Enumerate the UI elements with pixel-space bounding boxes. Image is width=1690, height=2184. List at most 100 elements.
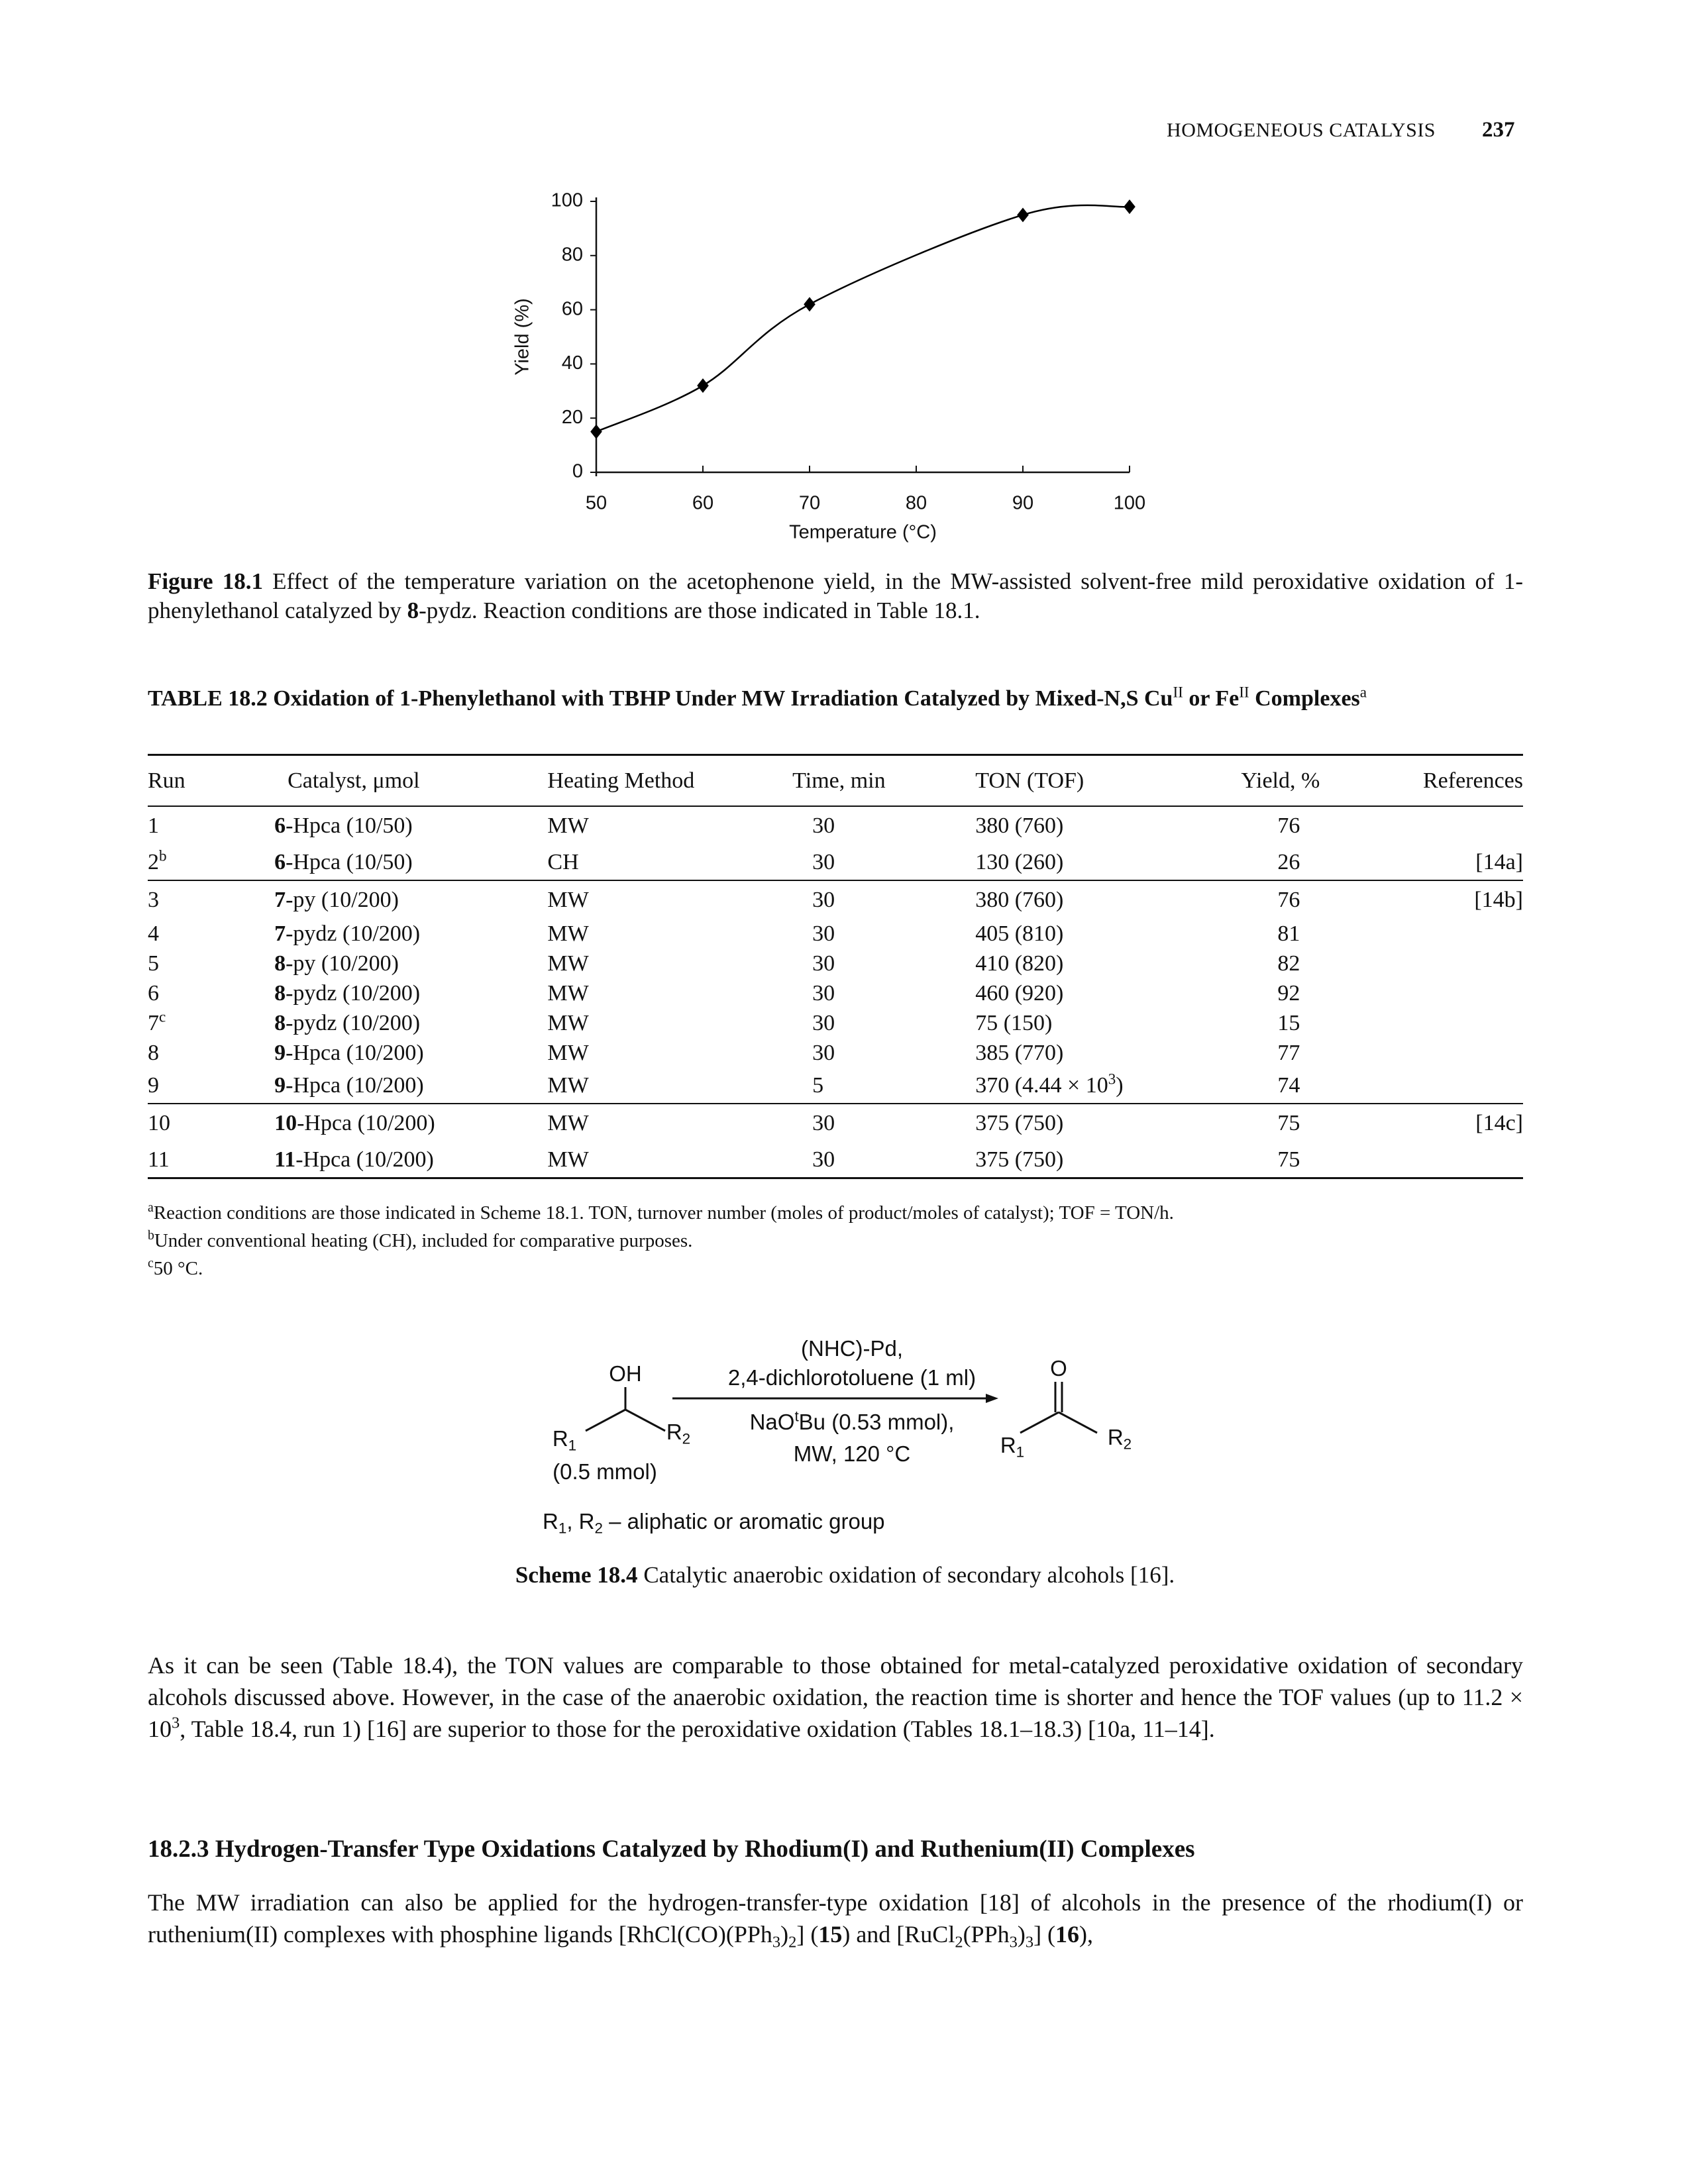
table-cell: 9 bbox=[148, 1072, 159, 1098]
product-r1: R1 bbox=[1000, 1433, 1024, 1459]
bond bbox=[1058, 1411, 1098, 1434]
reference-cell: [14a] bbox=[1475, 849, 1523, 874]
header-cell: References bbox=[1422, 768, 1523, 793]
text-run: 11 bbox=[274, 1147, 296, 1172]
text-run: 8 bbox=[407, 598, 419, 623]
text-run: -Hpca (10/200) bbox=[286, 1040, 424, 1065]
text-run: 370 (4.44 × 10 bbox=[975, 1072, 1108, 1098]
text-run bbox=[268, 686, 274, 711]
text-run: Figure 18.1 bbox=[148, 568, 263, 594]
table-cell: 8-py (10/200) bbox=[274, 949, 547, 978]
reference-cell bbox=[1392, 1142, 1523, 1178]
table-cell: 2b bbox=[148, 845, 274, 880]
text-run: b bbox=[159, 847, 167, 864]
text-run: R bbox=[543, 1509, 558, 1534]
table-cell: 130 (260) bbox=[975, 849, 1064, 874]
text-run: -Hpca (10/200) bbox=[295, 1147, 434, 1172]
reference-cell: [14c] bbox=[1475, 1110, 1523, 1135]
table-cell: 5 bbox=[148, 951, 159, 976]
table-cell: 30 bbox=[812, 813, 835, 838]
table-cell: 30 bbox=[812, 1040, 835, 1065]
reference-cell bbox=[1392, 949, 1523, 978]
table-cell: MW bbox=[547, 1072, 589, 1098]
text-run: 9 bbox=[274, 1040, 286, 1065]
reactant-r1: R1 bbox=[553, 1426, 576, 1453]
table-cell: 75 (150) bbox=[975, 1010, 1053, 1035]
x-tick-label: 100 bbox=[1114, 493, 1145, 514]
table-cell: 30 bbox=[812, 980, 835, 1006]
table-cell: MW bbox=[547, 813, 589, 838]
y-tick-label: 60 bbox=[562, 298, 583, 319]
table-cell: 370 (4.44 × 103) bbox=[975, 1068, 1241, 1104]
table-cell: 76 bbox=[1277, 813, 1300, 838]
table-cell: 30 bbox=[812, 887, 835, 912]
chart: 0 20 40 60 80 100 50 60 70 80 90 100 Temperature (°C… bbox=[512, 190, 1146, 543]
table-cell: 15 bbox=[1277, 1010, 1300, 1035]
y-tick-label: 20 bbox=[562, 407, 583, 428]
section-heading: 18.2.3 Hydrogen-Transfer Type Oxidations… bbox=[148, 1836, 1195, 1863]
x-tick-label: 90 bbox=[1012, 493, 1033, 514]
table-row: 3 7-py (10/200) MW 30 380 (760) 76 [14b] bbox=[148, 880, 1523, 919]
text-run: ) bbox=[780, 1921, 789, 1948]
arrow-head bbox=[986, 1394, 998, 1403]
text-run: Bu (0.53 mmol), bbox=[798, 1410, 955, 1434]
y-tick-label: 40 bbox=[562, 352, 583, 374]
table-cell: 82 bbox=[1277, 951, 1300, 976]
text-run: Complexes bbox=[1249, 686, 1360, 711]
reactant-oh: OH bbox=[609, 1361, 642, 1386]
table-cell: 405 (810) bbox=[975, 921, 1064, 946]
header-cell: Catalyst, μmol bbox=[288, 768, 420, 793]
text-run: ) bbox=[1017, 1921, 1026, 1948]
text-run: (PPh bbox=[963, 1921, 1010, 1948]
header-cell: Heating Method bbox=[547, 768, 695, 793]
text-run: NaO bbox=[749, 1410, 795, 1434]
text-run: TABLE 18.2 bbox=[148, 686, 268, 711]
text-run: ) bbox=[1116, 1072, 1124, 1098]
table-cell: MW bbox=[547, 1147, 589, 1172]
y-tick-label: 100 bbox=[551, 190, 583, 211]
text-run: Oxidation of 1-Phenylethanol with TBHP U… bbox=[273, 686, 1173, 711]
text-run: ] ( bbox=[1033, 1921, 1056, 1948]
text-run: c bbox=[148, 1256, 154, 1271]
table-cell: 74 bbox=[1277, 1072, 1300, 1098]
text-run: Catalytic anaerobic oxidation of seconda… bbox=[637, 1562, 1175, 1588]
text-run: -pydz (10/200) bbox=[286, 1010, 421, 1035]
table-cell: MW bbox=[547, 887, 589, 912]
y-tick-label: 0 bbox=[572, 461, 583, 482]
text-run: Scheme 18.4 bbox=[515, 1562, 638, 1588]
table-cell: 92 bbox=[1277, 980, 1300, 1006]
running-title: HOMOGENEOUS CATALYSIS bbox=[1167, 119, 1436, 141]
text-run: – aliphatic or aromatic group bbox=[602, 1509, 885, 1534]
text-run: 15 bbox=[818, 1921, 843, 1948]
footnote: aReaction conditions are those indicated… bbox=[148, 1199, 1523, 1227]
text-run: -Hpca (10/50) bbox=[286, 813, 413, 838]
table-row: 2b 6-Hpca (10/50) CH 30 130 (260) 26 [14a] bbox=[148, 845, 1523, 880]
text-run: Effect of the temperature variation on t… bbox=[148, 568, 1523, 623]
bond bbox=[585, 1408, 626, 1432]
text-run: or Fe bbox=[1183, 686, 1240, 711]
header-row: Run Catalyst, μmol Heating Method Time, min… bbox=[148, 754, 1523, 806]
paragraph: The MW irradiation can also be applied f… bbox=[148, 1887, 1523, 1950]
data-line bbox=[596, 204, 1130, 433]
condition: 2,4-dichlorotoluene (1 ml) bbox=[727, 1365, 977, 1390]
text-run: 8 bbox=[274, 951, 286, 976]
table-cell: MW bbox=[547, 980, 589, 1006]
table-cell: 8-pydz (10/200) bbox=[274, 978, 547, 1008]
text-run: , Table 18.4, run 1) [16] are superior t… bbox=[180, 1716, 1215, 1742]
table-cell: 380 (760) bbox=[975, 887, 1064, 912]
text-run: b bbox=[148, 1228, 154, 1243]
text-run: -pydz (10/200) bbox=[286, 980, 421, 1006]
data-point bbox=[804, 297, 816, 312]
reactant-amount: (0.5 mmol) bbox=[553, 1459, 657, 1484]
table-row: 7c 8-pydz (10/200) MW 30 75 (150) 15 bbox=[148, 1008, 1523, 1038]
text-run: R bbox=[1107, 1425, 1124, 1449]
text-run: II bbox=[1173, 684, 1183, 702]
text-run: 3 bbox=[172, 1714, 180, 1732]
reference-cell bbox=[1392, 978, 1523, 1008]
text-run: -Hpca (10/50) bbox=[286, 849, 413, 874]
table-row: 5 8-py (10/200) MW 30 410 (820) 82 bbox=[148, 949, 1523, 978]
table-cell: 410 (820) bbox=[975, 951, 1064, 976]
table-cell: 11 bbox=[148, 1147, 170, 1172]
